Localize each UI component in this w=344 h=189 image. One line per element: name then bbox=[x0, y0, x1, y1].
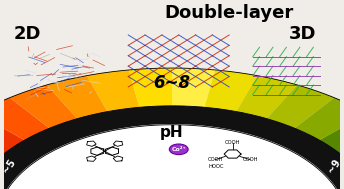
Wedge shape bbox=[294, 98, 344, 140]
Text: HOOC: HOOC bbox=[209, 164, 224, 169]
Polygon shape bbox=[0, 125, 344, 189]
Text: Double-layer: Double-layer bbox=[164, 4, 294, 22]
Text: COOH: COOH bbox=[242, 157, 258, 162]
Text: pH: pH bbox=[160, 125, 184, 140]
Wedge shape bbox=[267, 85, 334, 128]
Wedge shape bbox=[341, 132, 344, 170]
Text: 2D: 2D bbox=[14, 25, 41, 43]
Wedge shape bbox=[0, 113, 24, 154]
Text: COOH: COOH bbox=[207, 157, 223, 162]
Circle shape bbox=[169, 144, 188, 155]
Text: ~9: ~9 bbox=[326, 157, 343, 175]
Text: 3D: 3D bbox=[289, 25, 317, 43]
Wedge shape bbox=[0, 98, 50, 140]
Wedge shape bbox=[47, 76, 108, 119]
Text: ~5: ~5 bbox=[1, 157, 18, 175]
Text: Co²⁺: Co²⁺ bbox=[171, 147, 186, 152]
Wedge shape bbox=[236, 76, 297, 119]
Wedge shape bbox=[129, 68, 172, 107]
Wedge shape bbox=[205, 70, 257, 112]
Wedge shape bbox=[172, 68, 215, 107]
Wedge shape bbox=[87, 70, 139, 112]
Wedge shape bbox=[0, 106, 344, 189]
Text: 6~8: 6~8 bbox=[153, 74, 191, 92]
Wedge shape bbox=[10, 85, 77, 128]
Wedge shape bbox=[0, 132, 3, 170]
Text: COOH: COOH bbox=[225, 140, 240, 145]
Wedge shape bbox=[320, 113, 344, 154]
